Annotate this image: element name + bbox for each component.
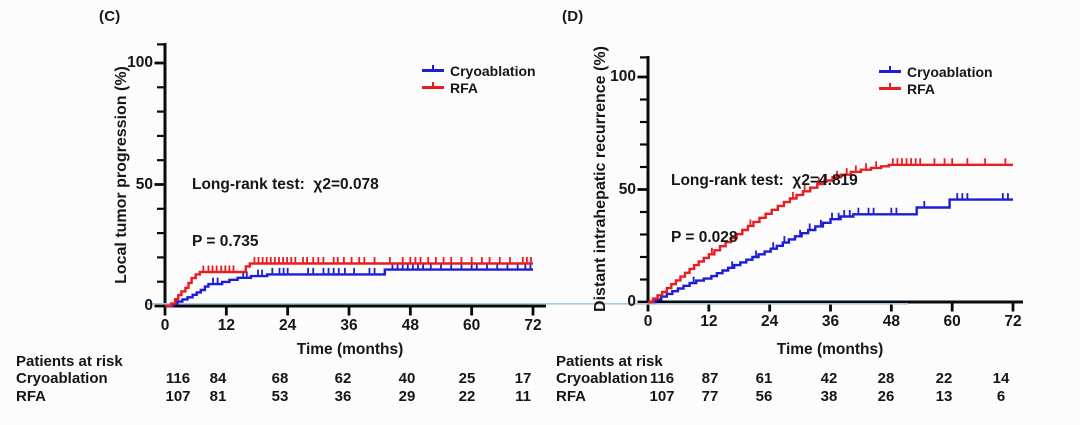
- risk-count: 6: [996, 388, 1006, 405]
- risk-count: 116: [165, 370, 191, 387]
- x-tick-label: 60: [943, 313, 961, 330]
- x-tick-label: 24: [279, 317, 297, 334]
- stats-block-c: Long-rank test: χ2=0.078 P = 0.735: [192, 137, 379, 289]
- stats-block-d: Long-rank test: χ2=4.819 P = 0.028: [671, 133, 858, 285]
- risk-count: 40: [398, 370, 416, 387]
- risk-count: 53: [271, 388, 289, 405]
- risk-count: 28: [877, 370, 895, 387]
- y-tick-label: 50: [618, 180, 636, 198]
- pvalue-text-c: P = 0.735: [192, 233, 259, 250]
- legend-item-rfa-c: RFA: [422, 79, 536, 96]
- risk-count: 107: [649, 388, 675, 405]
- legend-item-cryoablation-d: Cryoablation: [879, 63, 993, 80]
- y-tick-label: 0: [144, 297, 153, 314]
- risk-count: 77: [701, 388, 719, 405]
- legend-marker-rfa-icon: [879, 83, 901, 90]
- risk-count: 22: [458, 388, 476, 405]
- risk-count: 87: [701, 370, 719, 387]
- panel-d-label: (D): [562, 8, 584, 25]
- x-tick-label: 12: [217, 317, 235, 334]
- risk-row-label-rfa-c: RFA: [16, 388, 46, 405]
- risk-count: 116: [649, 370, 675, 387]
- legend-label-cryoablation: Cryoablation: [450, 62, 536, 79]
- y-tick-label: 0: [627, 293, 636, 310]
- risk-count: 68: [271, 370, 289, 387]
- legend-label-cryoablation: Cryoablation: [907, 63, 993, 80]
- risk-count: 13: [935, 388, 953, 405]
- legend-d: Cryoablation RFA: [879, 63, 993, 97]
- risk-count: 29: [398, 388, 416, 405]
- logrank-text-d: Long-rank test: χ2=4.819: [671, 172, 858, 189]
- legend-c: Cryoablation RFA: [422, 62, 536, 96]
- legend-label-rfa: RFA: [450, 79, 478, 96]
- x-tick-label: 72: [1004, 313, 1022, 330]
- x-tick-label: 12: [700, 313, 718, 330]
- risk-count: 56: [755, 388, 773, 405]
- risk-count: 11: [515, 388, 531, 405]
- x-tick-label: 60: [463, 317, 481, 334]
- x-axis-title-c: Time (months): [296, 341, 404, 358]
- y-tick-label: 100: [127, 54, 153, 71]
- risk-count: 84: [209, 370, 227, 387]
- y-tick-label: 50: [135, 175, 153, 193]
- x-tick-label: 24: [761, 313, 779, 330]
- x-tick-label: 72: [524, 317, 542, 334]
- legend-marker-cryoablation-icon: [879, 66, 901, 73]
- pvalue-text-d: P = 0.028: [671, 229, 738, 246]
- x-tick-label: 0: [643, 313, 653, 330]
- x-tick-label: 36: [821, 313, 840, 330]
- legend-item-cryoablation-c: Cryoablation: [422, 62, 536, 79]
- risk-count: 61: [755, 370, 773, 387]
- risk-table-title-d: Patients at risk: [556, 353, 663, 370]
- legend-label-rfa: RFA: [907, 80, 935, 97]
- risk-count: 26: [877, 388, 895, 405]
- x-tick-label: 0: [160, 317, 170, 334]
- legend-item-rfa-d: RFA: [879, 80, 993, 97]
- legend-marker-cryoablation-icon: [422, 65, 444, 72]
- risk-row-label-cryoablation-c: Cryoablation: [16, 370, 108, 387]
- y-tick-label: 100: [610, 68, 636, 85]
- risk-count: 81: [209, 388, 227, 405]
- x-axis-title-d: Time (months): [776, 341, 884, 358]
- risk-count: 36: [334, 388, 352, 405]
- risk-table-title-c: Patients at risk: [16, 353, 123, 370]
- risk-count: 25: [458, 370, 476, 387]
- logrank-text-c: Long-rank test: χ2=0.078: [192, 176, 379, 193]
- risk-count: 62: [334, 370, 352, 387]
- x-tick-label: 48: [882, 313, 900, 330]
- x-tick-label: 48: [401, 317, 419, 334]
- risk-count: 38: [820, 388, 838, 405]
- risk-count: 14: [992, 370, 1010, 387]
- risk-count: 17: [514, 370, 532, 387]
- risk-count: 107: [165, 388, 191, 405]
- legend-marker-rfa-icon: [422, 82, 444, 89]
- risk-count: 42: [820, 370, 838, 387]
- risk-count: 22: [935, 370, 953, 387]
- risk-row-label-rfa-d: RFA: [556, 388, 586, 405]
- panel-c-label: (C): [99, 8, 121, 25]
- risk-row-label-cryoablation-d: Cryoablation: [556, 370, 648, 387]
- x-tick-label: 36: [340, 317, 358, 334]
